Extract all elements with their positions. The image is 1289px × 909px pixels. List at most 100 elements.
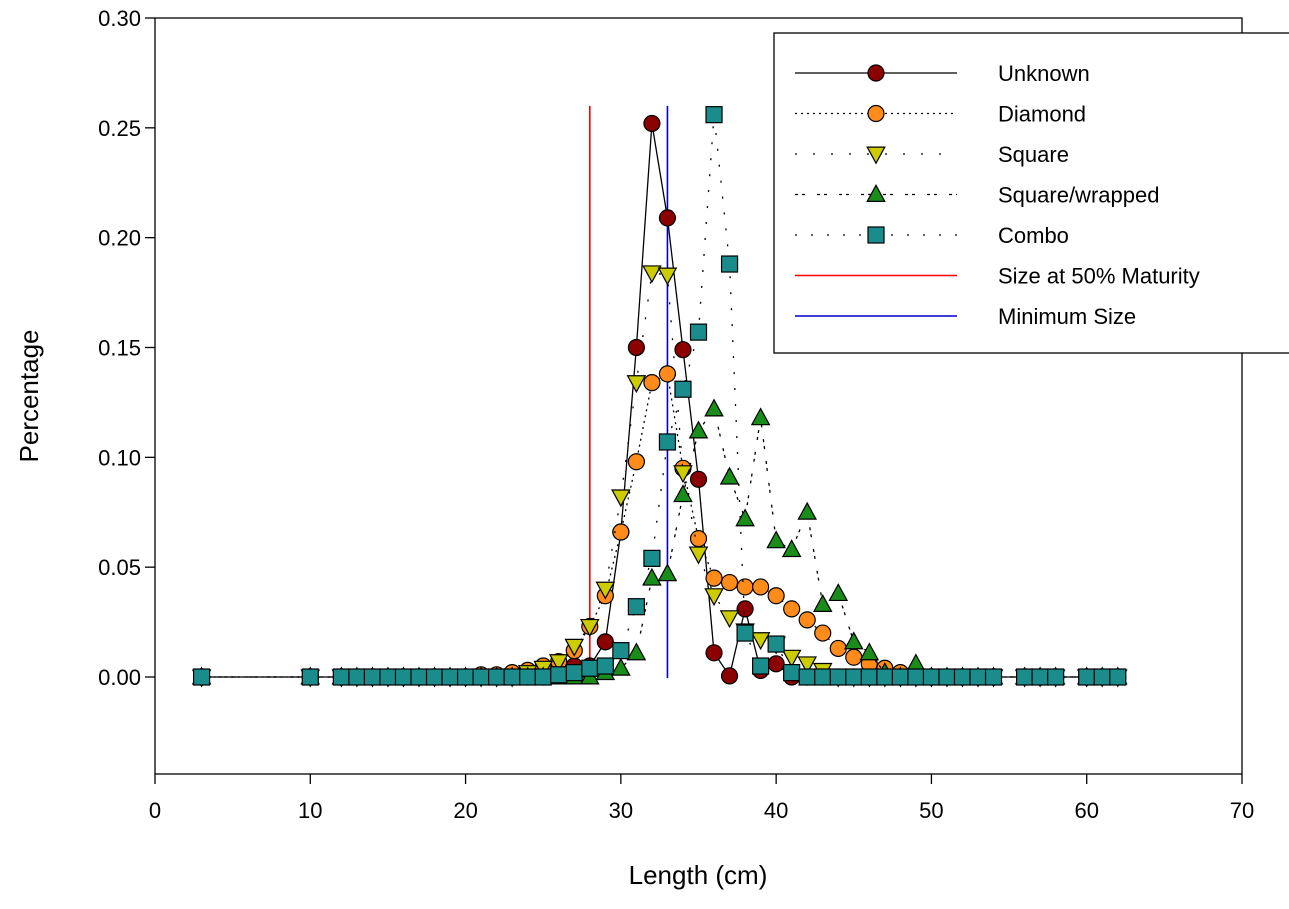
data-point	[472, 668, 490, 686]
data-point	[767, 635, 785, 653]
data-point	[643, 114, 661, 133]
legend-box	[773, 32, 1289, 354]
series-combo	[192, 106, 1127, 686]
data-point	[906, 653, 926, 672]
series-diamond	[192, 365, 1127, 686]
data-point	[750, 407, 771, 426]
data-point	[767, 587, 785, 605]
data-point	[705, 644, 723, 662]
data-point	[907, 668, 925, 686]
data-point	[192, 668, 211, 686]
data-point	[1078, 668, 1096, 686]
data-point	[814, 624, 832, 642]
data-point	[984, 668, 1003, 686]
data-point	[456, 668, 475, 686]
data-point	[379, 668, 397, 686]
data-point	[859, 642, 880, 661]
data-point	[767, 655, 785, 673]
data-point	[642, 265, 662, 284]
legend-label: Unknown	[998, 61, 1090, 86]
data-point	[781, 649, 802, 668]
data-point	[1109, 668, 1127, 686]
data-point	[673, 465, 693, 484]
data-point	[548, 654, 569, 673]
x-tick-label: 70	[1230, 798, 1254, 823]
data-point	[564, 638, 585, 657]
data-point	[657, 267, 678, 286]
data-point	[783, 600, 801, 618]
legend: Unknown Diamond Square Square/wrapped Combo S…	[773, 32, 1289, 354]
data-point	[736, 578, 754, 596]
x-tick-label: 60	[1074, 798, 1098, 823]
data-point	[720, 573, 739, 592]
data-point	[363, 668, 381, 686]
data-point	[736, 624, 754, 642]
data-point	[674, 380, 692, 398]
data-point	[627, 338, 645, 357]
data-point	[891, 668, 909, 686]
legend-marker	[867, 104, 885, 123]
data-point	[441, 668, 459, 686]
data-point	[860, 668, 878, 686]
data-point	[969, 668, 987, 686]
y-tick-label: 0.10	[98, 445, 141, 470]
data-point	[596, 633, 614, 651]
data-point	[534, 668, 552, 686]
y-tick-label: 0.20	[98, 226, 141, 251]
data-point	[627, 598, 645, 616]
y-tick-label: 0.00	[98, 665, 141, 690]
x-axis-title: Length (cm)	[629, 860, 768, 890]
legend-marker	[866, 184, 886, 202]
legend-label: Square	[998, 142, 1069, 167]
data-point	[689, 323, 708, 341]
data-point	[658, 433, 677, 451]
legend-label: Diamond	[998, 102, 1086, 127]
data-point	[750, 632, 771, 651]
data-point	[735, 508, 755, 527]
x-tick-label: 0	[149, 798, 161, 823]
data-point	[611, 657, 631, 676]
data-point	[766, 530, 786, 549]
data-point	[720, 255, 739, 273]
data-point	[596, 657, 614, 675]
data-point	[953, 668, 972, 686]
data-point	[752, 578, 770, 596]
data-point	[627, 453, 645, 471]
data-point	[843, 631, 864, 650]
data-point	[626, 375, 647, 394]
data-point	[332, 668, 350, 686]
data-point	[579, 618, 600, 637]
data-point	[829, 639, 847, 658]
data-point	[595, 581, 616, 600]
x-tick-label: 10	[298, 798, 322, 823]
data-point	[704, 588, 724, 607]
data-series	[191, 106, 1128, 688]
data-point	[642, 567, 662, 586]
data-point	[394, 668, 413, 686]
data-point	[938, 668, 956, 686]
reference-lines	[588, 105, 669, 679]
data-point	[1015, 668, 1034, 686]
data-point	[876, 668, 894, 686]
y-tick-label: 0.25	[98, 116, 141, 141]
data-point	[704, 398, 724, 417]
data-point	[643, 374, 661, 392]
y-tick-label: 0.30	[98, 6, 141, 31]
data-point	[565, 664, 583, 682]
data-point	[658, 209, 677, 227]
x-tick-label: 30	[609, 798, 633, 823]
data-point	[689, 470, 708, 488]
plot-frame	[154, 17, 1243, 775]
y-tick-label: 0.05	[98, 555, 141, 580]
axes	[154, 17, 1243, 775]
data-point	[657, 563, 678, 582]
data-point	[705, 106, 723, 124]
data-point	[643, 549, 661, 567]
data-point	[612, 523, 630, 541]
data-point	[688, 546, 709, 565]
data-point	[673, 484, 693, 503]
data-point	[814, 668, 832, 686]
data-point	[720, 667, 739, 685]
data-point	[797, 501, 818, 520]
